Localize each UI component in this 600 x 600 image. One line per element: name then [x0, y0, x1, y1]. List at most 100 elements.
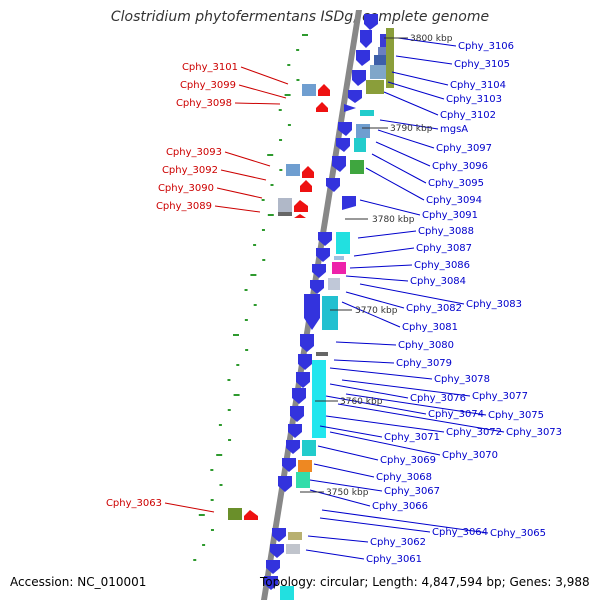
leader-line	[397, 37, 457, 47]
gene-label-right: Cphy_3087	[416, 243, 472, 254]
gene-label-right: Cphy_3076	[410, 393, 466, 404]
leader-line	[345, 393, 487, 416]
gene-box	[286, 164, 300, 176]
gene-arrow	[298, 354, 312, 370]
gene-label-left: Cphy_3093	[166, 147, 222, 158]
gc-tick	[250, 274, 257, 276]
gene-label-right: Cphy_3103	[446, 94, 502, 105]
gene-label-right: Cphy_3084	[410, 276, 466, 287]
gc-tick	[210, 469, 214, 471]
gene-arrow	[286, 440, 300, 454]
gene-arrow	[264, 576, 278, 590]
leader-line	[329, 383, 409, 399]
leader-line	[305, 549, 365, 560]
leader-line	[377, 129, 435, 149]
gene-label-right: Cphy_3094	[426, 195, 482, 206]
gene-arrow	[310, 280, 324, 294]
kbp-label: 3780 kbp	[372, 215, 415, 225]
gene-label-right: Cphy_3071	[384, 432, 440, 443]
gc-tick	[233, 334, 239, 336]
gene-label-right: Cphy_3074	[428, 409, 484, 420]
gc-tick	[279, 169, 283, 171]
gene-arrow	[296, 372, 310, 388]
gene-arrow	[316, 248, 330, 262]
gene-arrow	[318, 232, 332, 246]
gc-tick	[236, 364, 240, 366]
gene-label-right: Cphy_3062	[370, 537, 426, 548]
leader-line	[337, 403, 505, 433]
gene-arrow	[288, 424, 302, 438]
gene-label-right: Cphy_3106	[458, 41, 514, 52]
kbp-label: 3790 kbp	[390, 124, 433, 134]
leader-line	[164, 502, 215, 513]
gene-box	[332, 262, 346, 274]
leader-line	[365, 167, 425, 201]
gene-label-right: Cphy_3061	[366, 554, 422, 565]
leader-line	[371, 153, 427, 184]
gene-arrow	[266, 560, 280, 574]
gene-arrow	[270, 544, 284, 558]
leader-line	[220, 169, 267, 181]
gene-box	[278, 198, 292, 212]
gene-arrow	[294, 214, 306, 218]
gene-arrow	[316, 102, 328, 112]
leader-line	[375, 141, 431, 167]
gene-box	[298, 460, 312, 472]
leader-line	[359, 199, 421, 216]
gc-tick	[262, 259, 266, 261]
gene-label-right: Cphy_3096	[432, 161, 488, 172]
kbp-ticks	[300, 37, 408, 493]
leader-line	[349, 264, 413, 269]
gene-label-right: Cphy_3070	[442, 450, 498, 461]
gene-arrow	[342, 196, 356, 210]
gc-tick	[198, 514, 205, 516]
gene-label-right: Cphy_3083	[466, 299, 522, 310]
gene-arrow	[364, 14, 378, 30]
gene-arrow	[360, 30, 372, 48]
gene-box	[296, 472, 310, 488]
gene-label-left: Cphy_3098	[176, 98, 232, 109]
gene-arrow	[304, 294, 320, 330]
gc-tick	[227, 409, 231, 411]
gene-label-right: Cphy_3078	[434, 374, 490, 385]
gene-arrow	[292, 388, 306, 404]
gene-label-right: Cphy_3066	[372, 501, 428, 512]
gene-label-left: Cphy_3101	[182, 62, 238, 73]
gene-arrow	[352, 70, 366, 86]
gc-tick	[253, 244, 257, 246]
leader-line	[234, 102, 281, 105]
gene-arrow	[300, 334, 314, 352]
gene-box	[322, 296, 338, 330]
leader-line	[214, 205, 261, 213]
leader-line	[379, 119, 439, 130]
leader-line	[309, 479, 383, 492]
gc-tick	[287, 124, 291, 126]
gc-tick	[216, 454, 223, 456]
gene-arrow	[338, 122, 352, 136]
gc-tick	[279, 139, 283, 141]
leader-line	[307, 535, 369, 543]
gene-labels: Cphy_3101 Cphy_3099 Cphy_3098 Cphy_3093 Cphy…	[106, 34, 562, 565]
gc-tick	[228, 439, 232, 441]
gc-tick	[219, 484, 223, 486]
gene-arrow	[302, 166, 314, 178]
gene-box	[334, 256, 344, 260]
gene-box	[378, 47, 390, 56]
gene-label-right: Cphy_3079	[396, 358, 452, 369]
label-leader-lines	[164, 37, 505, 560]
gene-box	[356, 124, 370, 138]
kbp-label: 3750 kbp	[326, 488, 369, 498]
gene-label-right: Cphy_3088	[418, 226, 474, 237]
gene-label-left: Cphy_3099	[180, 80, 236, 91]
leader-line	[325, 395, 427, 415]
gc-tick	[267, 154, 274, 156]
leader-line	[224, 151, 271, 167]
leader-line	[321, 509, 489, 534]
gene-label-left: Cphy_3089	[156, 201, 212, 212]
gene-box	[288, 532, 302, 540]
leader-line	[335, 341, 397, 346]
gene-box	[302, 440, 316, 456]
leader-line	[309, 489, 371, 507]
leader-line	[319, 425, 383, 438]
